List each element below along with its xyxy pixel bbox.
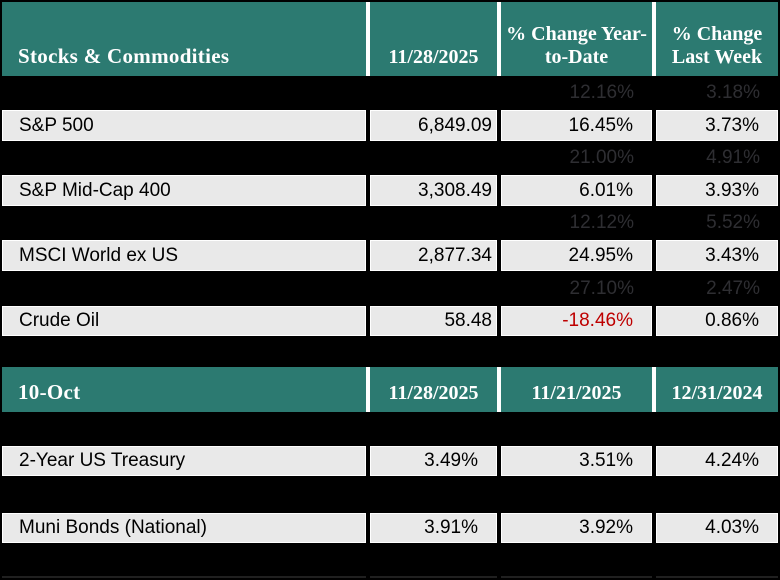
table-row: S&P 500 6,849.09 16.45% 3.73%	[2, 110, 778, 141]
stocks-header-title: Stocks & Commodities	[2, 2, 366, 76]
cell-security-name: Muni Bonds (National)	[2, 513, 366, 543]
rates-header-title: 10-Oct	[2, 367, 366, 412]
hidden-cell-value	[370, 76, 497, 110]
table-row: MSCI World ex US 2,877.34 24.95% 3.43%	[2, 240, 778, 271]
hidden-cell-value	[370, 271, 497, 306]
hidden-row: 27.10% 2.47%	[2, 271, 778, 306]
cell-rate-prior: 3.51%	[501, 446, 652, 476]
cell-ytd-change: 24.95%	[501, 240, 652, 271]
cell-ytd-change: 6.01%	[501, 175, 652, 206]
hidden-row	[2, 412, 778, 446]
hidden-cell-name	[2, 271, 366, 306]
hidden-cell-ytd: 12.16%	[569, 82, 634, 103]
cell-week-change: 3.73%	[656, 110, 778, 141]
cell-price: 58.48	[370, 306, 497, 336]
bottom-gap	[2, 543, 778, 576]
table-gap	[2, 336, 778, 367]
table-row: Muni Bonds (National) 3.91% 3.92% 4.03%	[2, 513, 778, 543]
hidden-row: 12.12% 5.52%	[2, 206, 778, 240]
stocks-table-header: Stocks & Commodities 11/28/2025 % Change…	[2, 2, 778, 76]
hint-segment	[501, 576, 652, 578]
cell-rate-yearend: 4.24%	[656, 446, 778, 476]
cell-price: 3,308.49	[370, 175, 497, 206]
rates-table-header: 10-Oct 11/28/2025 11/21/2025 12/31/2024	[2, 367, 778, 412]
rates-header-date1: 11/28/2025	[370, 367, 497, 412]
table-row: 2-Year US Treasury 3.49% 3.51% 4.24%	[2, 446, 778, 476]
stocks-table: Stocks & Commodities 11/28/2025 % Change…	[2, 2, 778, 336]
cell-week-change: 3.43%	[656, 240, 778, 271]
hidden-cell-name	[2, 206, 366, 240]
rates-header-date3: 12/31/2024	[656, 367, 778, 412]
cell-rate-yearend: 4.03%	[656, 513, 778, 543]
stocks-header-date: 11/28/2025	[370, 2, 497, 76]
hint-segment	[656, 576, 778, 578]
cell-security-name: MSCI World ex US	[2, 240, 366, 271]
cell-week-change: 3.93%	[656, 175, 778, 206]
hidden-row	[2, 476, 778, 513]
hidden-row: 21.00% 4.91%	[2, 141, 778, 175]
cell-price: 6,849.09	[370, 110, 497, 141]
hidden-cell-week: 3.18%	[706, 82, 760, 103]
hidden-cell-ytd: 27.10%	[569, 277, 634, 299]
hint-segment	[2, 576, 366, 578]
hidden-cell-week: 2.47%	[706, 277, 760, 299]
hidden-cell-value	[370, 206, 497, 240]
table-row: Crude Oil 58.48 -18.46% 0.86%	[2, 306, 778, 336]
cell-security-name: S&P 500	[2, 110, 366, 141]
rates-header-date2: 11/21/2025	[501, 367, 652, 412]
cell-ytd-change: -18.46%	[501, 306, 652, 336]
cell-week-change: 0.86%	[656, 306, 778, 336]
cell-security-name: Crude Oil	[2, 306, 366, 336]
hidden-cell-name	[2, 141, 366, 175]
hidden-row: 12.16% 3.18%	[2, 76, 778, 110]
cell-rate-current: 3.49%	[370, 446, 497, 476]
hidden-cell-week: 5.52%	[706, 212, 760, 233]
next-row-hint	[2, 576, 778, 578]
table-row: S&P Mid-Cap 400 3,308.49 6.01% 3.93%	[2, 175, 778, 206]
rates-table: 10-Oct 11/28/2025 11/21/2025 12/31/2024 …	[2, 367, 778, 543]
cell-security-name: 2-Year US Treasury	[2, 446, 366, 476]
cell-ytd-change: 16.45%	[501, 110, 652, 141]
hidden-cell-value	[370, 141, 497, 175]
stocks-header-lastweek: % Change Last Week	[656, 2, 778, 76]
hidden-cell-ytd: 12.12%	[569, 212, 634, 233]
cell-rate-prior: 3.92%	[501, 513, 652, 543]
cell-security-name: S&P Mid-Cap 400	[2, 175, 366, 206]
hidden-cell-ytd: 21.00%	[569, 147, 634, 168]
stocks-header-ytd: % Change Year-to-Date	[501, 2, 652, 76]
cell-rate-current: 3.91%	[370, 513, 497, 543]
hidden-cell-week: 4.91%	[706, 147, 760, 168]
cell-price: 2,877.34	[370, 240, 497, 271]
hidden-cell-name	[2, 76, 366, 110]
hint-segment	[370, 576, 497, 578]
